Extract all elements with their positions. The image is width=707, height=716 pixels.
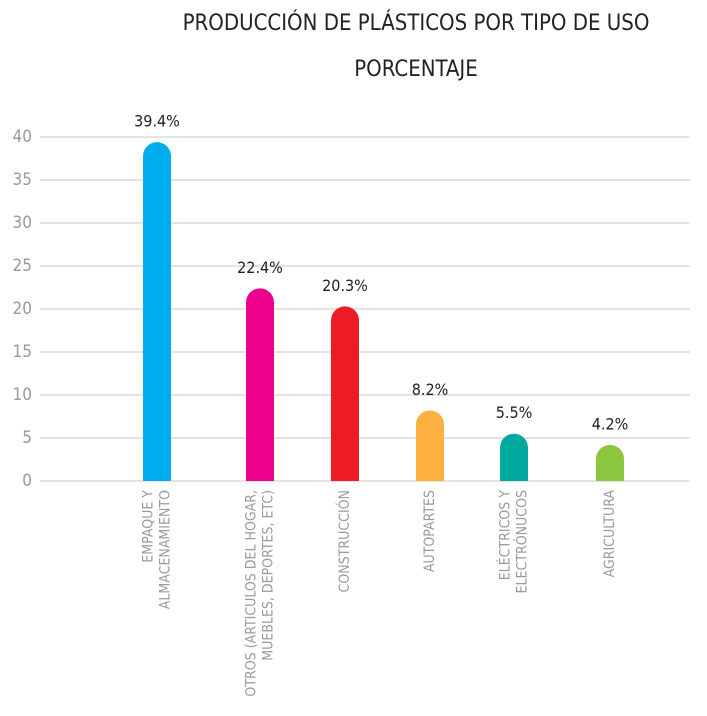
y-tick-label: 20 <box>13 299 32 319</box>
value-label: 5.5% <box>496 403 533 422</box>
bar <box>143 142 171 481</box>
y-tick-label: 5 <box>22 428 32 448</box>
bar <box>246 288 275 481</box>
value-label: 8.2% <box>412 380 449 399</box>
x-tick-label: EMPAQUE Y <box>141 490 157 563</box>
bar <box>416 410 444 481</box>
value-label: 39.4% <box>134 112 180 131</box>
chart-title: PRODUCCIÓN DE PLÁSTICOS POR TIPO DE USO <box>183 10 650 36</box>
y-tick-label: 40 <box>13 127 32 147</box>
x-tick-label: ALMACENAMIENTO <box>158 490 174 609</box>
y-tick-label: 30 <box>13 213 32 233</box>
value-label: 22.4% <box>237 258 283 277</box>
bar <box>596 444 624 481</box>
value-label: 20.3% <box>322 276 368 295</box>
x-tick-label: OTROS (ARTICULOS DEL HOGAR, <box>244 490 260 697</box>
x-tick-label: MUEBLES, DEPORTES, ETC) <box>261 490 277 661</box>
y-tick-label: 0 <box>22 471 32 491</box>
bar <box>331 306 359 481</box>
x-tick-label: ELECTRÓNUCOS <box>513 490 531 593</box>
chart-subtitle: PORCENTAJE <box>354 57 478 82</box>
y-tick-label: 10 <box>13 385 32 405</box>
value-label: 4.2% <box>592 414 629 433</box>
x-tick-label: AGRICULTURA <box>602 490 618 578</box>
y-tick-label: 15 <box>13 342 32 362</box>
x-tick-label: AUTOPARTES <box>422 490 438 572</box>
y-tick-label: 35 <box>13 170 32 190</box>
y-tick-label: 25 <box>13 256 32 276</box>
x-tick-label: ELÉCTRICOS Y <box>497 490 514 581</box>
x-tick-label: CONSTRUCCIÓN <box>335 490 353 592</box>
bar <box>500 433 528 481</box>
